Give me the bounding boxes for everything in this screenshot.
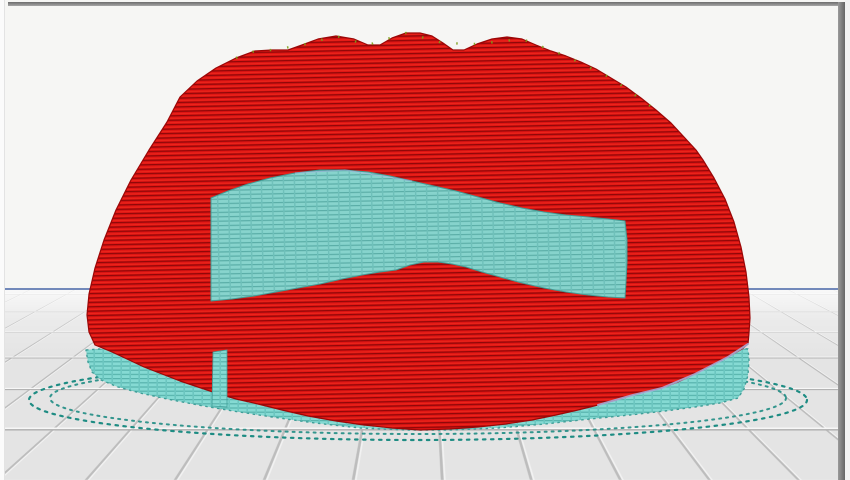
model-band-top-highlight	[294, 169, 413, 182]
sliced-model[interactable]	[85, 31, 751, 431]
model-top-specks	[235, 31, 657, 111]
frame-left-edge	[0, 0, 5, 480]
frame-top-border	[8, 2, 850, 6]
frame-right-border	[838, 2, 845, 480]
model-cyan-gap-column	[211, 349, 228, 408]
model-cyan-middle-band	[210, 169, 628, 302]
frame-right-edge	[845, 0, 850, 480]
model-seam-highlight	[597, 343, 749, 406]
